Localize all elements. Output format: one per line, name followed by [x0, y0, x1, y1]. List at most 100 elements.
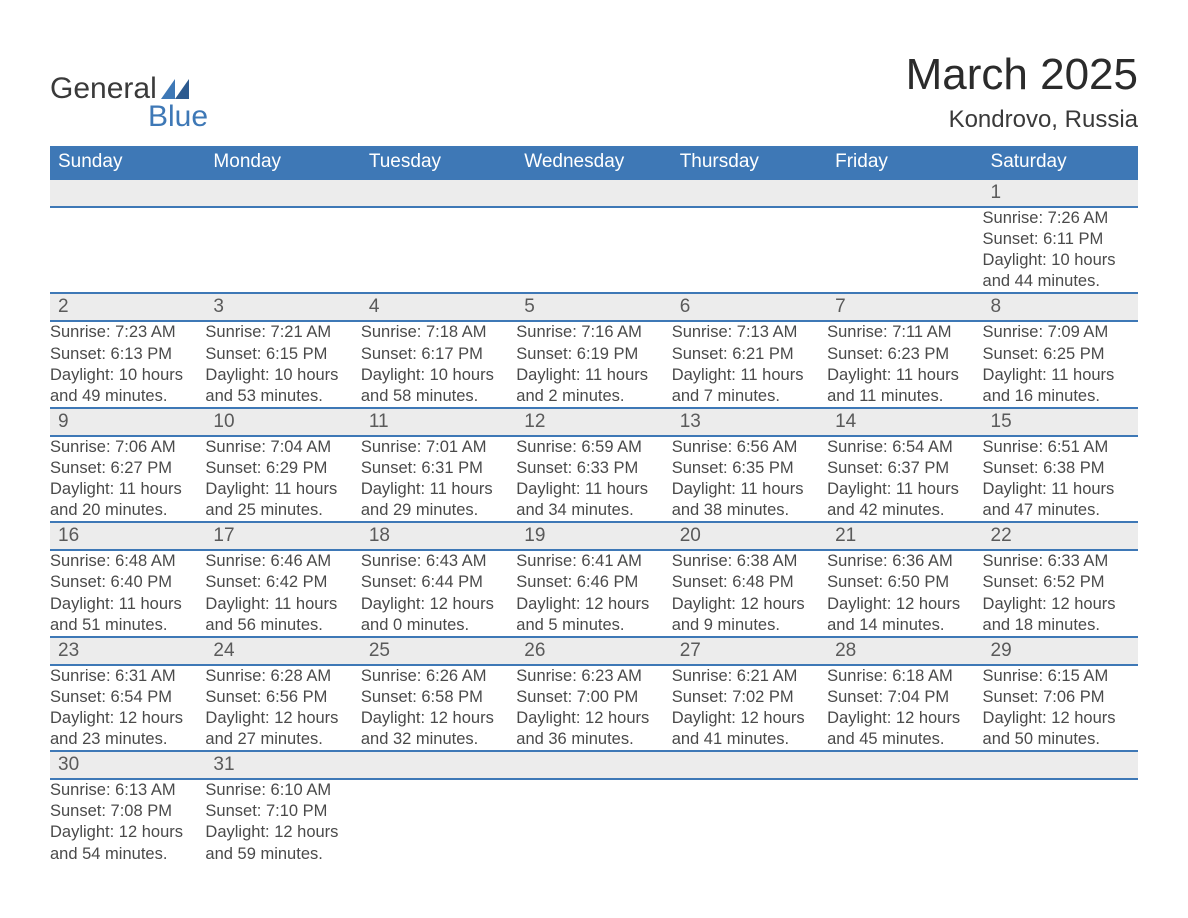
day-detail-cell	[827, 207, 982, 293]
daynum-row: 1	[50, 179, 1138, 207]
day-number-cell: 18	[361, 522, 516, 550]
title-block: March 2025 Kondrovo, Russia	[906, 50, 1138, 134]
day-number: 13	[672, 409, 827, 435]
day-number-cell: 26	[516, 637, 671, 665]
day-number: 22	[983, 523, 1138, 549]
day-detail: Sunrise: 6:26 AMSunset: 6:58 PMDaylight:…	[361, 666, 516, 750]
day-number-cell: 27	[672, 637, 827, 665]
day-number-cell: 9	[50, 408, 205, 436]
day-number-cell	[361, 751, 516, 779]
col-saturday: Saturday	[983, 146, 1138, 179]
logo-text-blue: Blue	[148, 100, 208, 134]
day-number: 26	[516, 638, 671, 664]
day-detail: Sunrise: 6:23 AMSunset: 7:00 PMDaylight:…	[516, 666, 671, 750]
day-number-cell: 15	[983, 408, 1138, 436]
col-wednesday: Wednesday	[516, 146, 671, 179]
day-detail: Sunrise: 6:56 AMSunset: 6:35 PMDaylight:…	[672, 437, 827, 521]
day-number-cell: 24	[205, 637, 360, 665]
day-detail: Sunrise: 7:18 AMSunset: 6:17 PMDaylight:…	[361, 322, 516, 406]
day-number-cell: 11	[361, 408, 516, 436]
day-number: 28	[827, 638, 982, 664]
day-detail-cell: Sunrise: 6:31 AMSunset: 6:54 PMDaylight:…	[50, 665, 205, 751]
day-number: 14	[827, 409, 982, 435]
day-detail: Sunrise: 7:26 AMSunset: 6:11 PMDaylight:…	[983, 208, 1138, 292]
day-detail-cell	[672, 779, 827, 864]
day-number-cell: 1	[983, 179, 1138, 207]
day-number: 21	[827, 523, 982, 549]
day-detail-cell: Sunrise: 6:43 AMSunset: 6:44 PMDaylight:…	[361, 550, 516, 636]
day-number: 11	[361, 409, 516, 435]
day-detail: Sunrise: 7:06 AMSunset: 6:27 PMDaylight:…	[50, 437, 205, 521]
day-number: 19	[516, 523, 671, 549]
day-detail-cell: Sunrise: 7:18 AMSunset: 6:17 PMDaylight:…	[361, 321, 516, 407]
logo-flag-icon	[161, 79, 189, 99]
day-number: 7	[827, 294, 982, 320]
day-number-cell: 14	[827, 408, 982, 436]
day-detail-cell: Sunrise: 6:56 AMSunset: 6:35 PMDaylight:…	[672, 436, 827, 522]
day-number-cell	[983, 751, 1138, 779]
day-detail: Sunrise: 6:41 AMSunset: 6:46 PMDaylight:…	[516, 551, 671, 635]
calendar-table: Sunday Monday Tuesday Wednesday Thursday…	[50, 146, 1138, 865]
day-number: 8	[983, 294, 1138, 320]
day-number-cell: 31	[205, 751, 360, 779]
day-detail-cell	[983, 779, 1138, 864]
day-detail-cell: Sunrise: 7:04 AMSunset: 6:29 PMDaylight:…	[205, 436, 360, 522]
day-number: 1	[983, 180, 1138, 206]
day-detail: Sunrise: 7:09 AMSunset: 6:25 PMDaylight:…	[983, 322, 1138, 406]
day-number-cell	[516, 751, 671, 779]
location-label: Kondrovo, Russia	[906, 106, 1138, 134]
weekday-header-row: Sunday Monday Tuesday Wednesday Thursday…	[50, 146, 1138, 179]
day-detail-cell: Sunrise: 6:59 AMSunset: 6:33 PMDaylight:…	[516, 436, 671, 522]
page-title: March 2025	[906, 50, 1138, 100]
day-detail-cell: Sunrise: 6:26 AMSunset: 6:58 PMDaylight:…	[361, 665, 516, 751]
day-number: 16	[50, 523, 205, 549]
header: General Blue March 2025 Kondrovo, Russia	[50, 50, 1138, 134]
day-number: 24	[205, 638, 360, 664]
day-detail-cell: Sunrise: 7:16 AMSunset: 6:19 PMDaylight:…	[516, 321, 671, 407]
day-number: 2	[50, 294, 205, 320]
day-number: 9	[50, 409, 205, 435]
day-number-cell: 30	[50, 751, 205, 779]
col-thursday: Thursday	[672, 146, 827, 179]
day-detail-cell: Sunrise: 6:23 AMSunset: 7:00 PMDaylight:…	[516, 665, 671, 751]
daynum-row: 16171819202122	[50, 522, 1138, 550]
daynum-row: 9101112131415	[50, 408, 1138, 436]
day-detail-cell	[50, 207, 205, 293]
day-detail: Sunrise: 7:11 AMSunset: 6:23 PMDaylight:…	[827, 322, 982, 406]
day-detail: Sunrise: 6:21 AMSunset: 7:02 PMDaylight:…	[672, 666, 827, 750]
day-number-cell: 28	[827, 637, 982, 665]
day-number-cell: 23	[50, 637, 205, 665]
day-detail: Sunrise: 6:36 AMSunset: 6:50 PMDaylight:…	[827, 551, 982, 635]
col-monday: Monday	[205, 146, 360, 179]
detail-row: Sunrise: 6:13 AMSunset: 7:08 PMDaylight:…	[50, 779, 1138, 864]
day-detail-cell: Sunrise: 6:46 AMSunset: 6:42 PMDaylight:…	[205, 550, 360, 636]
day-detail: Sunrise: 7:16 AMSunset: 6:19 PMDaylight:…	[516, 322, 671, 406]
day-number: 18	[361, 523, 516, 549]
day-number-cell	[205, 179, 360, 207]
day-number-cell	[827, 751, 982, 779]
day-number-cell: 16	[50, 522, 205, 550]
day-detail: Sunrise: 7:13 AMSunset: 6:21 PMDaylight:…	[672, 322, 827, 406]
day-detail: Sunrise: 6:15 AMSunset: 7:06 PMDaylight:…	[983, 666, 1138, 750]
day-number: 10	[205, 409, 360, 435]
detail-row: Sunrise: 7:06 AMSunset: 6:27 PMDaylight:…	[50, 436, 1138, 522]
day-number-cell: 25	[361, 637, 516, 665]
day-number: 29	[983, 638, 1138, 664]
day-detail: Sunrise: 6:10 AMSunset: 7:10 PMDaylight:…	[205, 780, 360, 864]
day-number-cell: 7	[827, 293, 982, 321]
day-number-cell: 21	[827, 522, 982, 550]
day-number: 27	[672, 638, 827, 664]
day-detail: Sunrise: 6:43 AMSunset: 6:44 PMDaylight:…	[361, 551, 516, 635]
day-number: 6	[672, 294, 827, 320]
day-detail-cell: Sunrise: 6:10 AMSunset: 7:10 PMDaylight:…	[205, 779, 360, 864]
day-number-cell: 13	[672, 408, 827, 436]
day-detail: Sunrise: 6:33 AMSunset: 6:52 PMDaylight:…	[983, 551, 1138, 635]
day-number-cell: 12	[516, 408, 671, 436]
day-number-cell	[827, 179, 982, 207]
day-detail: Sunrise: 6:54 AMSunset: 6:37 PMDaylight:…	[827, 437, 982, 521]
day-detail: Sunrise: 6:48 AMSunset: 6:40 PMDaylight:…	[50, 551, 205, 635]
day-number: 3	[205, 294, 360, 320]
day-detail-cell: Sunrise: 6:36 AMSunset: 6:50 PMDaylight:…	[827, 550, 982, 636]
day-detail-cell	[672, 207, 827, 293]
day-detail-cell: Sunrise: 6:41 AMSunset: 6:46 PMDaylight:…	[516, 550, 671, 636]
